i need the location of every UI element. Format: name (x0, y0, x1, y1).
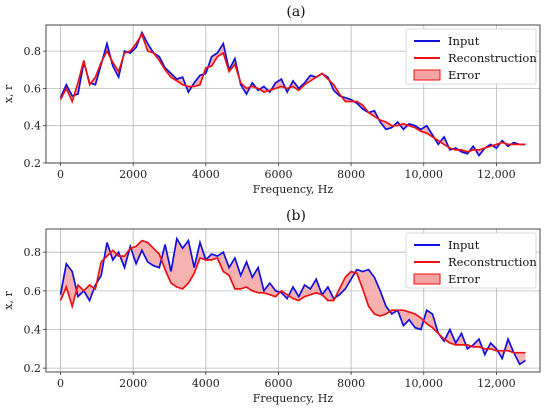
panel-b-legend-input-label: Input (448, 238, 480, 252)
panel-b: (b) 0 2000 4000 6000 8000 10,000 12,000 0.2 0.4… (2, 208, 541, 405)
panel-b-x-tick-label: 2000 (119, 377, 147, 390)
panel-a-y-tick-label: 0.8 (24, 45, 42, 58)
panel-a-x-axis-label: Frequency, Hz (253, 183, 334, 196)
panel-a-legend-reconstruction-label: Reconstruction (448, 51, 537, 65)
panel-a-x-tick-label: 2000 (119, 168, 147, 181)
panel-a-y-tick-label: 0.4 (24, 120, 42, 133)
panel-b-error-area (60, 238, 526, 365)
panel-b-reconstruction-line (59, 239, 526, 354)
panel-b-x-tick-label: 4000 (192, 377, 220, 390)
panel-b-x-tick-label: 10,000 (405, 377, 444, 390)
panel-b-legend: Input Reconstruction Error (405, 232, 537, 289)
panel-b-axes-frame (45, 228, 541, 373)
panel-b-legend-error-swatch (413, 273, 441, 285)
panel-a-x-tick-label: 4000 (192, 168, 220, 181)
panel-a-legend-error-label: Error (448, 68, 480, 82)
panel-a-x-tick-label: 10,000 (405, 168, 444, 181)
panel-a-title: (a) (286, 4, 305, 20)
panel-a-x-tick-label: 8000 (337, 168, 365, 181)
panel-b-x-tick-label: 0 (57, 377, 64, 390)
panel-a-x-tick-label: 12,000 (477, 168, 516, 181)
panel-b-x-tick-label: 12,000 (477, 377, 516, 390)
panel-b-x-tick-label: 8000 (337, 377, 365, 390)
panel-b-legend-error-label: Error (448, 272, 480, 286)
panel-a-y-ticks: 0.2 0.4 0.6 0.8 (24, 45, 46, 170)
panel-b-y-tick-label: 0.4 (24, 323, 42, 336)
panel-a-axes-frame (45, 24, 541, 164)
panel-b-y-tick-label: 0.8 (24, 246, 42, 259)
panel-b-title: (b) (286, 208, 306, 224)
panel-a-reconstruction-line (59, 32, 526, 153)
panel-b-y-tick-label: 0.2 (24, 362, 42, 375)
panel-a-legend-input-label: Input (448, 34, 480, 48)
panel-b-x-ticks: 0 2000 4000 6000 8000 10,000 12,000 (57, 372, 516, 390)
panel-a-legend-error-swatch (413, 69, 441, 81)
panel-a-x-tick-label: 0 (57, 168, 64, 181)
panel-a-input-line (59, 30, 526, 157)
panel-a-x-tick-label: 6000 (264, 168, 292, 181)
panel-b-x-tick-label: 6000 (264, 377, 292, 390)
panel-a-y-tick-label: 0.2 (24, 157, 42, 170)
panel-a: (a) 0 2000 4000 6000 8000 10,000 12,000 0.2 0.4… (2, 4, 541, 196)
panel-b-error-fill (60, 238, 526, 365)
panel-b-y-tick-label: 0.6 (24, 285, 42, 298)
panel-b-input-line (59, 236, 526, 366)
panel-b-x-axis-label: Frequency, Hz (253, 392, 334, 405)
panel-a-legend: Input Reconstruction Error (405, 28, 537, 85)
panel-b-y-axis-label: x, r (2, 291, 15, 310)
panel-b-y-ticks: 0.2 0.4 0.6 0.8 (24, 246, 46, 375)
panel-a-y-tick-label: 0.6 (24, 82, 42, 95)
panel-b-legend-reconstruction-label: Reconstruction (448, 255, 537, 269)
panel-a-y-axis-label: x, r (2, 84, 15, 103)
panel-a-x-ticks: 0 2000 4000 6000 8000 10,000 12,000 (57, 163, 516, 181)
